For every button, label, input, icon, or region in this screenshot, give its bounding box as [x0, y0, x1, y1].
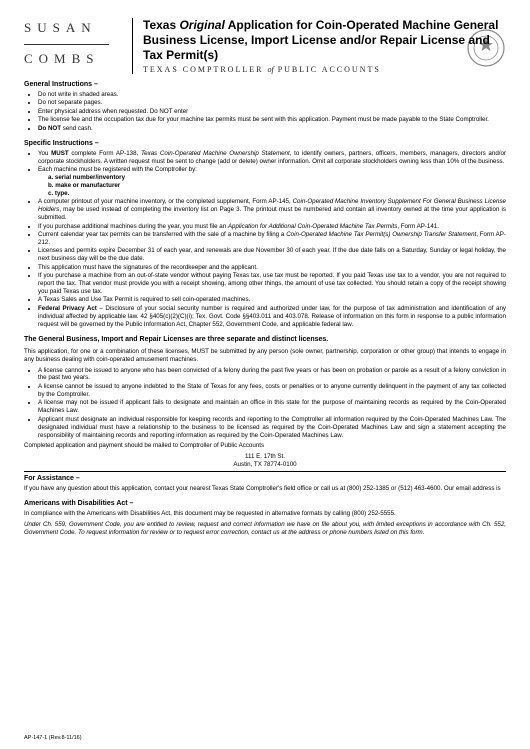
spec-b10: Federal Privacy Act – Disclosure of your…	[38, 305, 506, 329]
spec-b6: Licenses and permits expire December 31 …	[38, 247, 506, 263]
ada-heading: Americans with Disabilities Act –	[24, 500, 506, 509]
spec-b1: You MUST complete Form AP-138, Texas Coi…	[38, 150, 506, 166]
general-list: Do not write in shaded areas. Do not sep…	[38, 91, 506, 133]
official-name: SUSAN COMBS	[24, 18, 132, 74]
assist-text: If you have any question about this appl…	[24, 485, 506, 493]
spec-b2a: a. serial number/inventory	[48, 174, 506, 182]
header: SUSAN COMBS Texas Original Application f…	[24, 18, 506, 74]
general-b4: The license fee and the occupation tax d…	[38, 116, 506, 124]
spec-b8: If you purchase a machine from an out-of…	[38, 272, 506, 296]
apply-b1: A license cannot be issued to anyone who…	[38, 367, 506, 383]
ada-text: In compliance with the Americans with Di…	[24, 510, 506, 518]
form-number: AP-147-1 (Rev.8-11/16)	[24, 735, 82, 741]
specific-list: You MUST complete Form AP-138, Texas Coi…	[38, 150, 506, 174]
rule-1	[24, 471, 506, 472]
apply-intro: This application, for one or a combinati…	[24, 348, 506, 364]
general-b5b: send cash.	[61, 125, 93, 132]
mailing-addr2: Austin, TX 78774-0100	[24, 461, 506, 469]
spec-b2b: b. make or manufacturer	[48, 182, 506, 190]
apply-b4: Applicant must designate an individual r…	[38, 416, 506, 440]
spec-b7: This application must have the signature…	[38, 264, 506, 272]
spec-b5: Current calendar year tax permits can be…	[38, 231, 506, 247]
spec-subletters: a. serial number/inventory b. make or ma…	[48, 174, 506, 198]
body: General Instructions – Do not write in s…	[24, 81, 506, 537]
assist-heading: For Assistance –	[24, 475, 506, 484]
spec-b2: Each machine must be registered with the…	[38, 166, 506, 174]
title-italic: Original	[179, 18, 224, 32]
spec-b2c: c. type.	[48, 190, 506, 198]
general-b5a: Do NOT	[38, 125, 61, 132]
specific-list-2: A computer printout of your machine inve…	[38, 198, 506, 329]
general-b2: Do not separate pages.	[38, 99, 506, 107]
name-first: SUSAN	[24, 18, 124, 36]
subtitle-a: TEXAS COMPTROLLER	[143, 65, 267, 74]
spec-b3: A computer printout of your machine inve…	[38, 198, 506, 222]
general-heading: General Instructions –	[24, 81, 506, 90]
title-pre: Texas	[143, 18, 179, 32]
general-b3: Enter physical address when requested. D…	[38, 108, 506, 116]
subtitle: TEXAS COMPTROLLER of PUBLIC ACCOUNTS	[143, 65, 506, 74]
apply-b3: A license may not be issued if applicant…	[38, 399, 506, 415]
title-block: Texas Original Application for Coin-Oper…	[132, 18, 506, 74]
mailing-addr1: 111 E. 17th St.	[24, 453, 506, 461]
ch559-text: Under Ch. 559, Government Code, you are …	[24, 521, 506, 537]
general-b1: Do not write in shaded areas.	[38, 91, 506, 99]
name-last: COMBS	[24, 51, 124, 67]
specific-heading: Specific Instructions –	[24, 140, 506, 149]
general-b5: Do NOT send cash.	[38, 125, 506, 133]
spec-b4: If you purchase additional machines duri…	[38, 223, 506, 231]
name-divider	[24, 44, 109, 45]
document-title: Texas Original Application for Coin-Oper…	[143, 18, 506, 63]
page: SUSAN COMBS Texas Original Application f…	[0, 0, 530, 749]
subtitle-b: PUBLIC ACCOUNTS	[274, 65, 381, 74]
apply-b2: A license cannot be issued to anyone ind…	[38, 383, 506, 399]
distinct-line: The General Business, Import and Repair …	[24, 336, 506, 345]
spec-b9: A Texas Sales and Use Tax Permit is requ…	[38, 296, 506, 304]
mailing-line: Completed application and payment should…	[24, 442, 506, 450]
apply-list: A license cannot be issued to anyone who…	[38, 367, 506, 440]
